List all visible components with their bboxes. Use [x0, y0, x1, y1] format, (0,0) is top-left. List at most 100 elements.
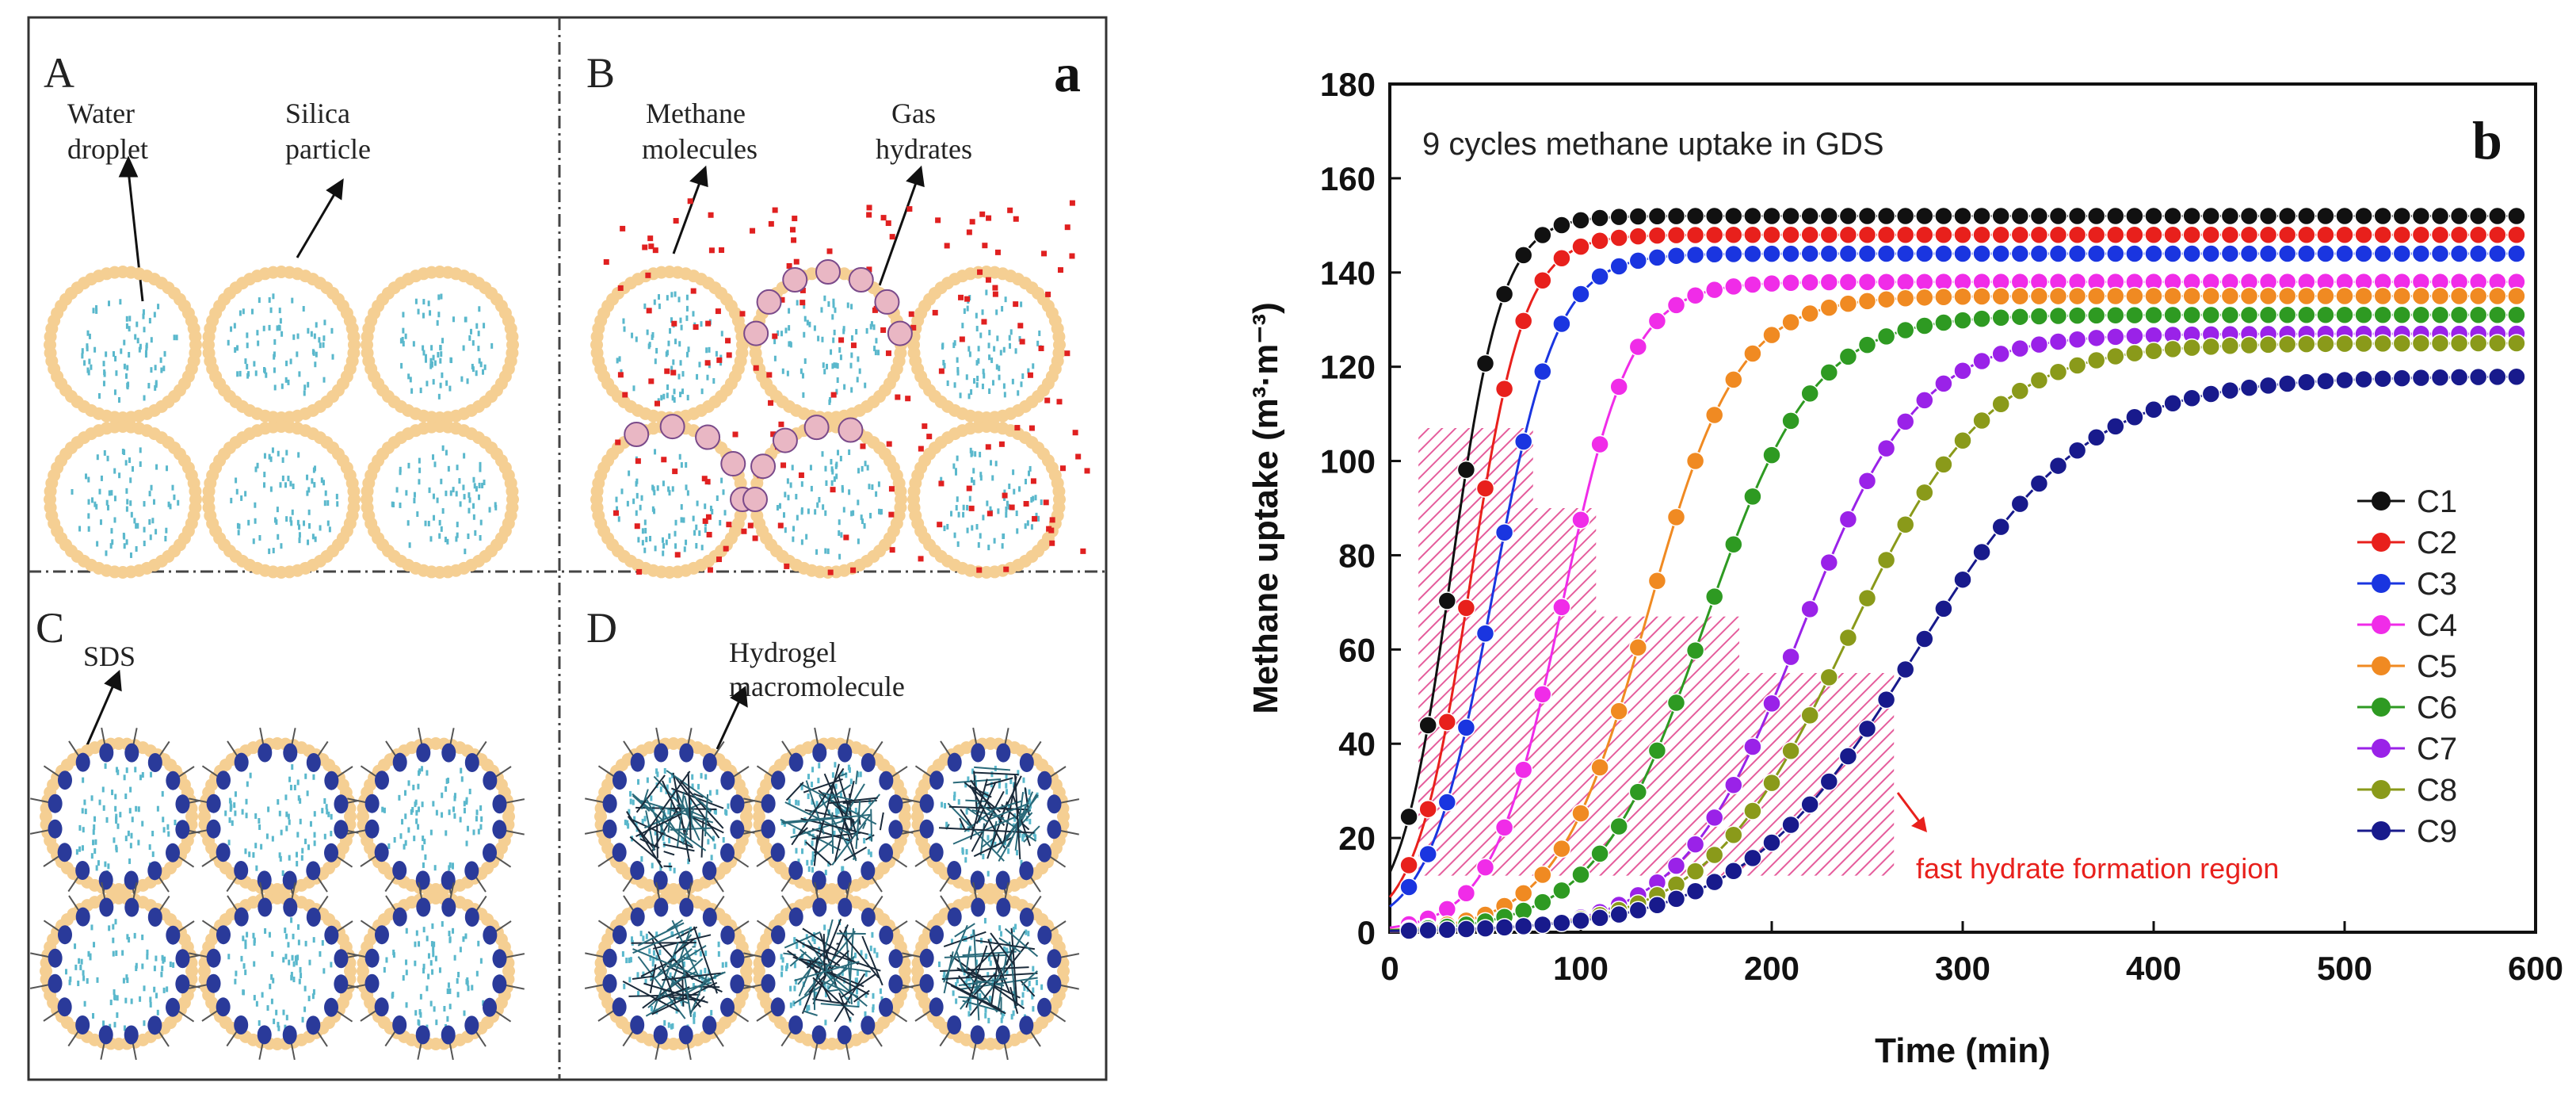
data-point — [1934, 455, 1953, 474]
data-point — [2144, 206, 2163, 226]
methane-molecule — [1007, 207, 1013, 213]
data-point — [1819, 206, 1839, 226]
data-point — [1724, 862, 1743, 881]
data-point — [2239, 378, 2259, 397]
data-point — [1876, 327, 1896, 346]
legend-marker — [2372, 739, 2391, 758]
data-point — [2163, 206, 2182, 226]
series-group — [1388, 206, 2526, 941]
data-point — [1972, 287, 1991, 306]
data-point — [1800, 384, 1819, 403]
data-point — [2106, 225, 2125, 244]
data-point — [2258, 376, 2278, 396]
data-point — [2067, 306, 2087, 325]
data-point — [1972, 225, 1991, 244]
data-point — [2373, 369, 2392, 388]
data-point — [2258, 225, 2278, 244]
data-point — [1571, 911, 1590, 931]
data-point — [1494, 818, 1514, 837]
data-point — [1552, 913, 1571, 932]
data-point — [1838, 347, 1858, 366]
data-point — [1666, 856, 1686, 875]
data-point — [1399, 921, 1418, 940]
data-point — [1590, 844, 1609, 863]
data-point — [1685, 245, 1705, 265]
droplet-particle — [346, 881, 525, 1061]
data-point — [2488, 225, 2507, 244]
data-point — [2067, 244, 2087, 263]
data-point — [1418, 799, 1437, 819]
x-tick-label: 0 — [1380, 950, 1399, 987]
fast-region-annotation: fast hydrate formation region — [1916, 852, 2279, 885]
data-point — [2163, 394, 2182, 413]
data-point — [2277, 305, 2297, 325]
gas-hydrate — [756, 289, 782, 315]
data-point — [2411, 334, 2431, 353]
data-point — [1552, 216, 1571, 235]
methane-molecule — [739, 311, 746, 317]
data-point — [1685, 641, 1705, 660]
methane-molecule — [926, 434, 933, 440]
data-point — [2316, 225, 2335, 244]
data-point — [2488, 305, 2507, 325]
data-point — [2354, 225, 2373, 244]
methane-molecule — [966, 485, 972, 491]
subpanel-letter-A: A — [44, 49, 74, 97]
data-point — [1762, 694, 1781, 713]
data-point — [2010, 206, 2030, 226]
methane-molecule — [674, 552, 681, 558]
label-macromolecule: macromolecule — [729, 671, 905, 702]
data-point — [2468, 305, 2488, 325]
methane-molecule — [860, 443, 866, 449]
data-point — [2106, 286, 2125, 306]
data-point — [2354, 305, 2373, 325]
data-point — [1724, 244, 1743, 264]
data-point — [2125, 244, 2144, 263]
data-point — [1647, 896, 1667, 915]
data-point — [2010, 381, 2030, 400]
data-point — [2507, 244, 2526, 263]
data-point — [2010, 338, 2030, 358]
data-point — [1552, 881, 1571, 901]
data-point — [1857, 244, 1877, 263]
methane-molecule — [1028, 425, 1035, 431]
data-point — [1819, 298, 1839, 317]
x-tick-label: 400 — [2126, 950, 2181, 987]
x-tick-label: 300 — [1935, 950, 1990, 987]
data-point — [1533, 270, 1552, 290]
data-point — [1762, 446, 1781, 465]
data-point — [1915, 483, 1934, 503]
data-point — [1704, 405, 1724, 425]
data-point — [1991, 225, 2010, 244]
data-point — [2392, 305, 2412, 325]
data-point — [2086, 428, 2106, 447]
data-point — [2316, 335, 2335, 354]
data-point — [1399, 878, 1418, 897]
data-point — [2430, 225, 2450, 244]
data-point — [1876, 206, 1896, 226]
data-point — [2239, 206, 2259, 226]
data-point — [1800, 273, 1819, 293]
data-point — [2277, 206, 2297, 226]
data-point — [1838, 206, 1858, 226]
droplet-particle — [742, 727, 922, 906]
data-point — [1571, 237, 1590, 256]
label-methane: Methane — [646, 98, 746, 129]
methane-molecule — [800, 287, 806, 293]
data-point — [2488, 206, 2507, 226]
data-point — [2411, 368, 2431, 388]
gas-hydrate — [720, 451, 746, 477]
data-point — [1475, 479, 1495, 498]
legend-label: C1 — [2417, 484, 2457, 519]
methane-molecule — [780, 462, 787, 468]
data-point — [2430, 334, 2450, 353]
data-point — [1743, 206, 1762, 226]
methane-molecule — [726, 352, 732, 358]
methane-molecule — [1019, 338, 1025, 345]
data-point — [1762, 244, 1781, 263]
methane-molecule — [642, 244, 648, 250]
data-point — [1972, 351, 1991, 371]
data-point — [2182, 305, 2201, 325]
data-point — [2220, 244, 2240, 263]
data-point — [2258, 286, 2278, 306]
